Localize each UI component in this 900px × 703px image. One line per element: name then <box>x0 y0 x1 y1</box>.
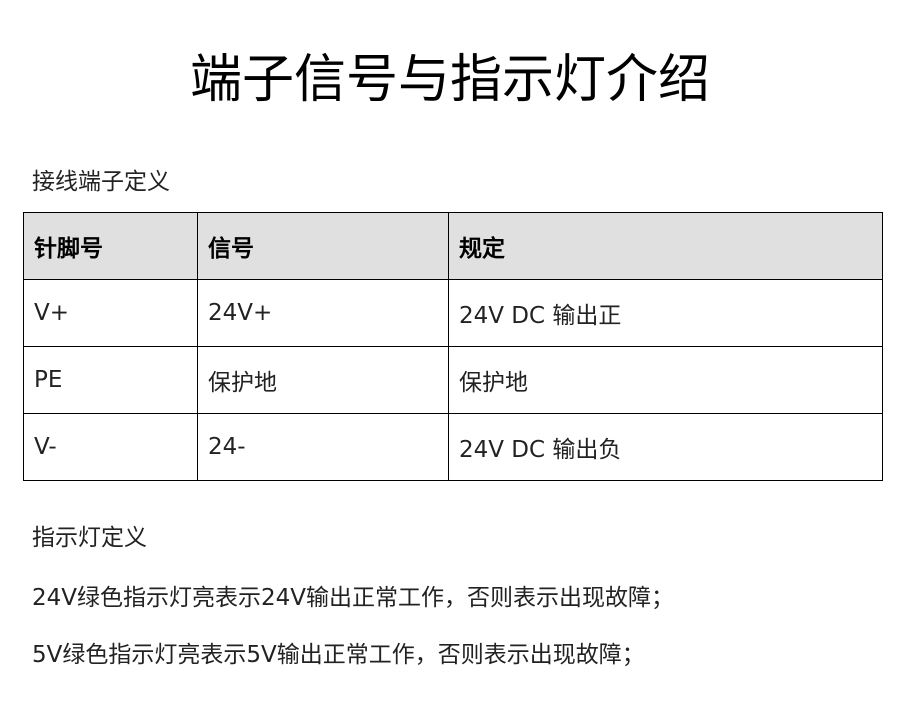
table-header-row: 针脚号 信号 规定 <box>23 212 883 280</box>
indicator-section-heading: 指示灯定义 <box>32 525 147 551</box>
cell-pin: PE <box>23 346 198 414</box>
table-row: V- 24- 24V DC 输出负 <box>23 413 883 481</box>
cell-spec: 24V DC 输出负 <box>448 413 883 481</box>
cell-signal: 24V+ <box>197 279 449 347</box>
cell-signal: 保护地 <box>197 346 449 414</box>
cell-pin: V- <box>23 413 198 481</box>
terminal-table: 针脚号 信号 规定 V+ 24V+ 24V DC 输出正 PE 保护地 保护地 … <box>23 212 883 481</box>
terminal-section-heading: 接线端子定义 <box>32 169 170 195</box>
cell-spec: 保护地 <box>448 346 883 414</box>
cell-pin: V+ <box>23 279 198 347</box>
indicator-line-5v: 5V绿色指示灯亮表示5V输出正常工作，否则表示出现故障； <box>32 642 645 668</box>
table-row: V+ 24V+ 24V DC 输出正 <box>23 279 883 347</box>
page-title: 端子信号与指示灯介绍 <box>189 50 710 110</box>
column-header-spec: 规定 <box>448 212 883 280</box>
indicator-line-24v: 24V绿色指示灯亮表示24V输出正常工作，否则表示出现故障； <box>32 585 675 611</box>
cell-signal: 24- <box>197 413 449 481</box>
column-header-signal: 信号 <box>197 212 449 280</box>
cell-spec: 24V DC 输出正 <box>448 279 883 347</box>
column-header-pin: 针脚号 <box>23 212 198 280</box>
table-row: PE 保护地 保护地 <box>23 346 883 414</box>
